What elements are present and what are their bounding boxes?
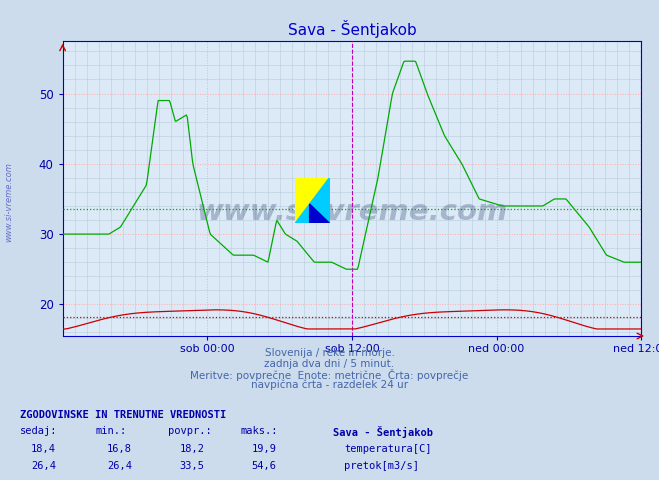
Text: 54,6: 54,6: [252, 461, 277, 471]
Text: 16,8: 16,8: [107, 444, 132, 455]
Text: povpr.:: povpr.:: [168, 426, 212, 436]
Polygon shape: [295, 178, 330, 223]
Title: Sava - Šentjakob: Sava - Šentjakob: [287, 20, 416, 38]
Text: zadnja dva dni / 5 minut.: zadnja dva dni / 5 minut.: [264, 359, 395, 369]
Text: Sava - Šentjakob: Sava - Šentjakob: [333, 426, 433, 438]
Text: maks.:: maks.:: [241, 426, 278, 436]
Text: pretok[m3/s]: pretok[m3/s]: [344, 461, 419, 471]
Text: 18,4: 18,4: [31, 444, 56, 455]
Text: www.si-vreme.com: www.si-vreme.com: [4, 162, 13, 241]
Text: temperatura[C]: temperatura[C]: [344, 444, 432, 455]
Polygon shape: [310, 204, 330, 223]
Text: 26,4: 26,4: [107, 461, 132, 471]
Text: navpična črta - razdelek 24 ur: navpična črta - razdelek 24 ur: [251, 380, 408, 390]
Text: 18,2: 18,2: [179, 444, 204, 455]
Text: min.:: min.:: [96, 426, 127, 436]
Text: www.si-vreme.com: www.si-vreme.com: [196, 198, 507, 226]
Text: 26,4: 26,4: [31, 461, 56, 471]
Text: Meritve: povprečne  Enote: metrične  Črta: povprečje: Meritve: povprečne Enote: metrične Črta:…: [190, 369, 469, 381]
Text: sedaj:: sedaj:: [20, 426, 57, 436]
Text: Slovenija / reke in morje.: Slovenija / reke in morje.: [264, 348, 395, 358]
Text: 33,5: 33,5: [179, 461, 204, 471]
Text: ZGODOVINSKE IN TRENUTNE VREDNOSTI: ZGODOVINSKE IN TRENUTNE VREDNOSTI: [20, 410, 226, 420]
Text: 19,9: 19,9: [252, 444, 277, 455]
Polygon shape: [295, 178, 330, 223]
